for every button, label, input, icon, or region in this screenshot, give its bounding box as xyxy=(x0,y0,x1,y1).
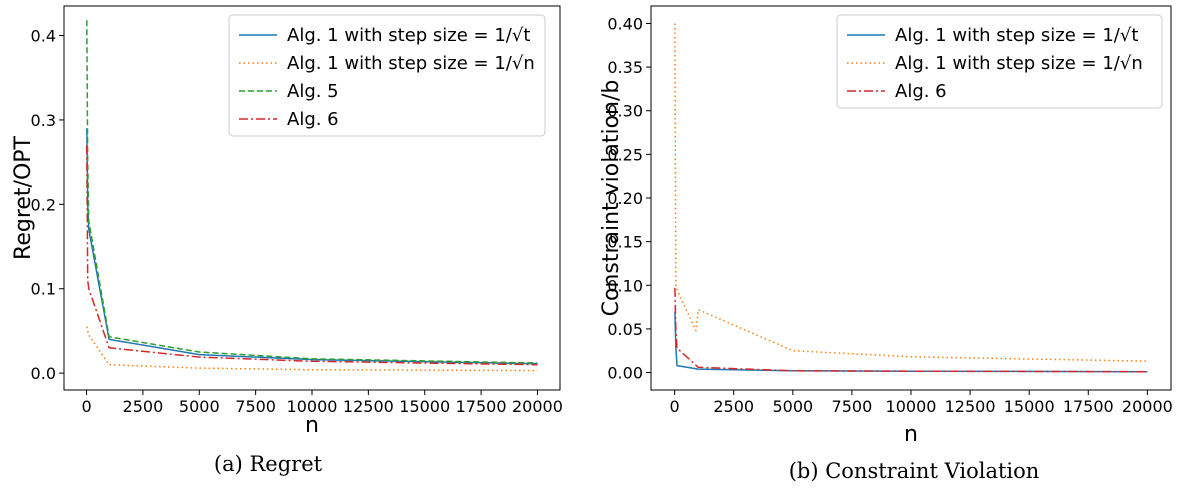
x-tick-label: 10000 xyxy=(886,397,937,416)
series-line-0 xyxy=(674,311,1148,373)
series-line-0 xyxy=(86,128,538,365)
x-tick-label: 15000 xyxy=(399,397,450,416)
x-tick-label: 17500 xyxy=(456,397,507,416)
y-tick-label: 0.20 xyxy=(607,189,643,208)
y-tick-label: 0.05 xyxy=(607,320,643,339)
y-tick-label: 0.0 xyxy=(31,364,56,383)
series-line-1 xyxy=(86,326,538,372)
series-lines xyxy=(674,23,1148,373)
series-line-2 xyxy=(674,287,1148,373)
x-tick-label: 12500 xyxy=(343,397,394,416)
y-axis-label: Constraint violation/b xyxy=(599,80,624,317)
y-tick-label: 0.25 xyxy=(607,145,643,164)
x-tick-label: 20000 xyxy=(512,397,563,416)
y-tick-label: 0.30 xyxy=(607,102,643,121)
y-axis-label: Regret/OPT xyxy=(11,135,36,260)
y-tick-label: 0.3 xyxy=(31,111,56,130)
x-tick-label: 0 xyxy=(81,397,91,416)
x-axis-label: n xyxy=(904,422,918,447)
subfigure-caption: (a) Regret xyxy=(214,452,323,476)
y-tick-label: 0.40 xyxy=(607,14,643,33)
x-tick-label: 2500 xyxy=(123,397,164,416)
series-lines xyxy=(86,20,538,372)
x-tick-label: 17500 xyxy=(1063,397,1114,416)
series-line-2 xyxy=(86,20,538,364)
series-line-3 xyxy=(86,145,538,366)
y-tick-label: 0.00 xyxy=(607,364,643,383)
legend-label-1: Alg. 1 with step size = 1/√n xyxy=(895,53,1143,74)
regret-panel: 0 2500 5000 7500 10000 12500 15000 17500 20000 0.… xyxy=(11,5,563,476)
legend-label-2: Alg. 6 xyxy=(895,81,947,102)
legend-box xyxy=(836,14,1163,109)
x-tick-label: 15000 xyxy=(1004,397,1055,416)
y-tick-label: 0.35 xyxy=(607,58,643,77)
x-tick-label: 10000 xyxy=(287,397,338,416)
y-tick-label: 0.2 xyxy=(31,195,56,214)
legend-label-3: Alg. 6 xyxy=(287,109,339,130)
y-tick-label: 0.1 xyxy=(31,280,56,299)
legend-label-1: Alg. 1 with step size = 1/√n xyxy=(287,53,535,74)
constraint-violation-panel: 0 2500 5000 7500 10000 12500 15000 17500 20000 0.… xyxy=(599,5,1173,483)
x-tick-label: 0 xyxy=(670,397,680,416)
x-tick-label: 2500 xyxy=(713,397,754,416)
legend-label-0: Alg. 1 with step size = 1/√t xyxy=(895,25,1138,46)
x-tick-label: 7500 xyxy=(235,397,276,416)
y-tick-label: 0.10 xyxy=(607,276,643,295)
y-tick-label: 0.4 xyxy=(31,27,56,46)
legend-label-0: Alg. 1 with step size = 1/√t xyxy=(287,25,530,46)
x-tick-label: 7500 xyxy=(832,397,873,416)
subfigure-caption: (b) Constraint Violation xyxy=(789,459,1040,483)
x-tick-label: 12500 xyxy=(945,397,996,416)
y-tick-label: 0.15 xyxy=(607,233,643,252)
x-tick-label: 5000 xyxy=(179,397,220,416)
x-tick-label: 20000 xyxy=(1122,397,1173,416)
legend-label-2: Alg. 5 xyxy=(287,81,339,102)
legend-box xyxy=(228,14,546,137)
x-tick-label: 5000 xyxy=(772,397,813,416)
x-axis-label: n xyxy=(305,413,319,438)
